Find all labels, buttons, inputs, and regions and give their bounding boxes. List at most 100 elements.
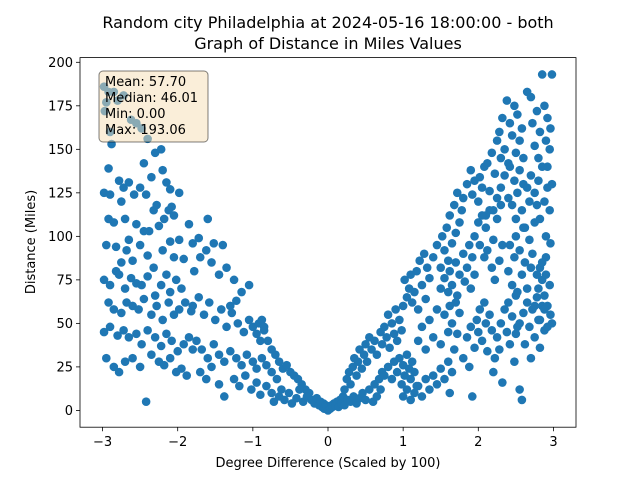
data-point — [210, 315, 220, 325]
data-point — [392, 336, 402, 346]
data-point — [389, 329, 399, 339]
data-point — [174, 188, 184, 198]
data-point — [447, 319, 457, 328]
data-point — [485, 186, 494, 196]
data-point — [537, 258, 547, 267]
data-point — [496, 200, 506, 210]
data-point — [162, 178, 171, 187]
data-point — [496, 183, 506, 192]
data-point — [510, 252, 519, 262]
data-point — [267, 367, 276, 377]
data-point — [496, 153, 506, 163]
data-point — [483, 346, 492, 356]
data-point — [241, 371, 250, 380]
data-point — [380, 371, 389, 380]
data-point — [505, 162, 515, 172]
data-point — [128, 256, 137, 266]
data-point — [173, 346, 182, 356]
data-point — [387, 374, 397, 384]
data-point — [233, 319, 243, 328]
data-point — [428, 252, 438, 262]
data-point — [470, 343, 479, 353]
data-point — [526, 92, 536, 102]
data-point — [504, 266, 513, 276]
data-point — [156, 145, 166, 154]
data-point — [537, 162, 547, 172]
data-point — [340, 385, 349, 394]
data-point — [361, 395, 370, 405]
data-point — [99, 327, 109, 337]
data-point — [447, 280, 457, 290]
data-point — [490, 169, 500, 178]
data-point — [237, 360, 246, 370]
data-point — [362, 357, 372, 366]
data-point — [487, 326, 497, 335]
stats-min: Min: 0.00 — [105, 107, 166, 122]
data-point — [162, 270, 171, 279]
data-point — [114, 176, 124, 185]
x-tick-label: −1 — [243, 435, 262, 450]
stats-box-background — [98, 70, 209, 143]
data-point — [457, 205, 467, 215]
data-point — [158, 245, 167, 255]
y-tick-label: 175 — [48, 99, 73, 114]
data-point — [464, 362, 474, 372]
data-point — [141, 397, 151, 407]
y-axis-label: Distance (Miles) — [24, 190, 39, 294]
data-point — [164, 298, 173, 307]
data-point — [117, 258, 126, 267]
data-point — [545, 145, 554, 154]
data-point — [222, 322, 231, 332]
data-point — [117, 308, 126, 318]
data-point — [99, 275, 109, 285]
data-point — [194, 292, 204, 302]
data-point — [410, 388, 419, 398]
data-point — [540, 101, 549, 111]
data-point — [513, 188, 522, 198]
data-point — [437, 232, 447, 241]
data-point — [207, 362, 216, 372]
chart-title-line-2: Graph of Distance in Miles Values — [194, 34, 462, 53]
data-point — [455, 270, 464, 279]
x-tick-label: −3 — [93, 435, 112, 450]
data-point — [372, 350, 382, 360]
data-point — [520, 339, 530, 349]
data-point — [124, 178, 134, 187]
data-point — [440, 273, 449, 283]
data-point — [546, 124, 555, 133]
data-point — [272, 374, 282, 384]
data-point — [500, 171, 509, 180]
data-point — [169, 252, 179, 262]
data-point — [530, 301, 539, 311]
data-point — [179, 254, 189, 264]
data-point — [415, 256, 424, 266]
data-point — [174, 305, 184, 314]
data-point — [535, 127, 545, 137]
data-point — [402, 385, 412, 394]
data-point — [182, 371, 192, 380]
data-point — [483, 158, 492, 168]
data-point — [229, 275, 239, 285]
chart-title-line-1: Random city Philadelphia at 2024-05-16 1… — [102, 13, 553, 32]
data-point — [517, 395, 527, 405]
data-point — [525, 197, 534, 206]
data-point — [458, 249, 468, 259]
data-point — [380, 322, 389, 332]
data-point — [470, 270, 479, 279]
data-point — [413, 336, 423, 346]
data-point — [367, 345, 376, 354]
data-point — [177, 284, 186, 293]
data-point — [455, 218, 464, 227]
data-point — [372, 392, 382, 401]
data-point — [495, 345, 504, 354]
data-point — [526, 263, 536, 272]
data-point — [534, 153, 543, 163]
data-point — [156, 341, 166, 351]
data-point — [452, 188, 462, 198]
data-point — [353, 357, 363, 366]
data-point — [147, 310, 156, 319]
data-point — [515, 385, 524, 394]
data-point — [467, 392, 477, 401]
data-point — [498, 113, 507, 123]
data-point — [280, 395, 289, 405]
